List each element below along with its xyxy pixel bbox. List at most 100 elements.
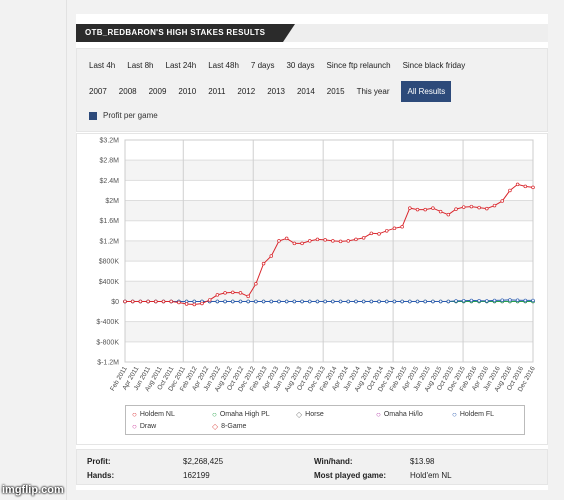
data-point-holdem-nl (331, 239, 335, 243)
legend-item-holdem-nl[interactable]: ○ Holdem NL (132, 410, 175, 419)
data-point-holdem-fl (384, 299, 389, 304)
data-point-holdem-fl (477, 298, 481, 303)
grid-band (125, 281, 533, 302)
data-point-holdem-fl (531, 298, 535, 303)
filter-2013[interactable]: 2013 (267, 87, 285, 96)
data-point-holdem-fl (261, 299, 266, 304)
data-point-holdem-nl (215, 293, 220, 297)
filter-7-days[interactable]: 7 days (250, 61, 275, 70)
legend-marker-icon: ○ (452, 410, 457, 419)
data-point-holdem-nl (446, 212, 451, 217)
data-point-holdem-nl (161, 299, 166, 304)
filter-this-year[interactable]: This year (356, 87, 390, 96)
data-point-holdem-fl (485, 299, 489, 303)
legend-marker-icon: ○ (212, 410, 217, 419)
filter-last-8h[interactable]: Last 8h (127, 61, 154, 70)
data-point-holdem-fl (331, 299, 335, 304)
data-point-holdem-fl (431, 299, 435, 304)
most-played-label: Most played game: (314, 471, 387, 480)
results-chart: $3.2M $2.8M $2.4M $2M $1.6M $1.2M $800K $400K $0… (96, 138, 537, 394)
filter-2010[interactable]: 2010 (178, 87, 197, 96)
data-point-holdem-fl (469, 298, 474, 303)
data-point-holdem-nl (523, 184, 528, 189)
y-tick-label: $2.8M (100, 158, 120, 165)
data-point-holdem-nl (354, 237, 358, 242)
chart-container: $3.2M $2.8M $2.4M $2M $1.6M $1.2M $800K $400K $0… (76, 133, 548, 445)
legend-item-8-game[interactable]: ◇ 8-Game (212, 422, 246, 431)
data-point-holdem-nl (377, 232, 381, 236)
legend-label: Holdem FL (459, 411, 495, 418)
filter-last-48h[interactable]: Last 48h (208, 61, 239, 70)
data-point-holdem-nl (454, 207, 458, 211)
grid-band (125, 321, 533, 342)
data-point-holdem-nl (500, 199, 504, 203)
data-point-holdem-fl (254, 299, 258, 304)
data-point-holdem-nl (223, 291, 227, 295)
most-played-value: Hold'em NL (410, 471, 452, 480)
hands-label: Hands: (87, 471, 115, 480)
profit-per-game-toggle[interactable]: Profit per game (89, 111, 158, 120)
legend-item-omaha-high-pl[interactable]: ○ Omaha High PL (212, 410, 270, 419)
data-point-holdem-fl (277, 299, 281, 304)
legend-marker-icon: ○ (132, 410, 137, 419)
data-point-holdem-nl (184, 302, 189, 306)
data-point-holdem-nl (154, 299, 158, 304)
data-point-holdem-nl (408, 206, 412, 210)
data-point-holdem-fl (231, 299, 235, 304)
filter-all-results[interactable]: All Results (401, 81, 452, 102)
data-point-holdem-fl (308, 299, 312, 304)
data-point-holdem-fl (246, 299, 250, 304)
data-point-holdem-fl (500, 298, 504, 302)
legend-marker-icon: ○ (132, 422, 137, 431)
data-point-holdem-fl (377, 299, 381, 304)
data-point-holdem-nl (192, 302, 197, 307)
filter-since-ftp-relaunch[interactable]: Since ftp relaunch (326, 61, 391, 70)
legend-item-holdem-fl[interactable]: ○ Holdem FL (452, 410, 494, 419)
data-point-holdem-nl (346, 239, 350, 243)
legend-item-omaha-hi-lo[interactable]: ○ Omaha Hi/lo (376, 410, 423, 419)
data-point-holdem-fl (215, 299, 220, 304)
data-point-holdem-nl (508, 188, 512, 193)
data-point-holdem-nl (200, 301, 204, 306)
filter-2009[interactable]: 2009 (148, 87, 167, 96)
data-point-holdem-nl (269, 254, 274, 258)
filter-last-24h[interactable]: Last 24h (165, 61, 197, 70)
data-point-holdem-nl (492, 203, 497, 208)
y-tick-label: $2.4M (100, 178, 120, 185)
y-tick-label: $3.2M (100, 138, 120, 145)
filter-2007[interactable]: 2007 (89, 87, 107, 96)
filter-2012[interactable]: 2012 (237, 87, 256, 96)
data-point-holdem-fl (323, 299, 327, 304)
filter-2008[interactable]: 2008 (118, 87, 137, 96)
y-tick-label: $2M (105, 198, 119, 205)
title-bar: OTB_REDBARON'S HIGH STAKES RESULTS (76, 24, 548, 42)
data-point-holdem-nl (231, 290, 235, 295)
legend-label: Draw (139, 423, 157, 430)
profit-value: $2,268,425 (183, 457, 224, 466)
data-point-holdem-nl (531, 185, 535, 190)
filter-2011[interactable]: 2011 (208, 87, 226, 96)
grid-band (125, 200, 533, 221)
checkbox-icon[interactable] (89, 111, 97, 120)
legend-label: 8-Game (221, 423, 247, 430)
data-point-holdem-fl (400, 299, 404, 304)
y-tick-label: $400K (99, 279, 120, 286)
data-point-holdem-fl (454, 299, 458, 303)
filter-2014[interactable]: 2014 (296, 87, 315, 96)
legend-item-horse[interactable]: ◇ Horse (296, 410, 324, 419)
data-point-holdem-nl (323, 238, 327, 242)
data-point-holdem-nl (254, 282, 258, 286)
data-point-holdem-nl (338, 239, 343, 244)
filter-bar: Last 4h Last 8h Last 24h Last 48h 7 days 30 d… (76, 48, 548, 132)
data-point-holdem-nl (469, 204, 474, 209)
data-point-holdem-nl (384, 229, 389, 233)
data-point-holdem-nl (130, 299, 135, 304)
filter-last-4h[interactable]: Last 4h (89, 61, 116, 70)
data-point-holdem-fl (238, 299, 243, 304)
filter-since-black-friday[interactable]: Since black friday (402, 61, 466, 70)
legend-item-draw[interactable]: ○ Draw (132, 422, 156, 431)
filter-30-days[interactable]: 30 days (286, 61, 315, 70)
left-sidebar (0, 0, 67, 500)
filter-2015[interactable]: 2015 (326, 87, 345, 96)
data-point-holdem-fl (408, 299, 412, 304)
